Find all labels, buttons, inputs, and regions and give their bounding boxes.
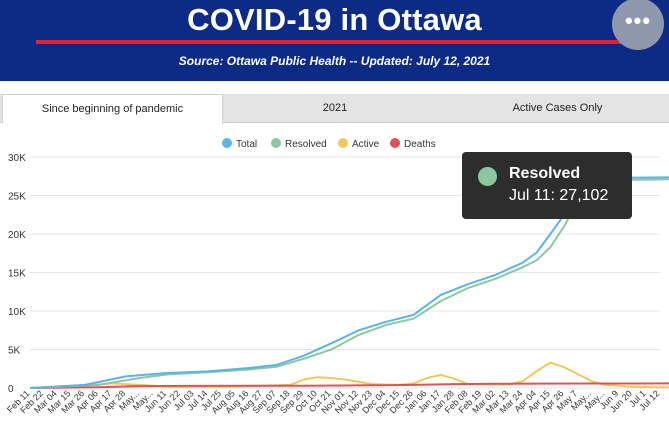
page-title: COVID-19 in Ottawa: [187, 2, 482, 37]
tooltip-series-dot: [478, 167, 497, 186]
chart-tooltip: Resolved Jul 11: 27,102: [462, 152, 632, 219]
more-options-button[interactable]: •••: [612, 0, 664, 50]
y-tick-label: 5K: [8, 346, 21, 357]
legend-label: Deaths: [404, 139, 436, 150]
more-dots-icon: •••: [624, 8, 652, 33]
tooltip-value: Jul 11: 27,102: [509, 187, 609, 204]
y-tick-label: 20K: [8, 230, 26, 241]
legend-marker: [338, 138, 348, 148]
y-tick-label: 15K: [8, 269, 26, 280]
title-underline: [36, 40, 630, 44]
source-subtitle: Source: Ottawa Public Health -- Updated:…: [178, 54, 491, 68]
y-tick-label: 10K: [8, 307, 26, 318]
tab-active-cases-only[interactable]: Active Cases Only: [512, 102, 603, 114]
dashboard-header: COVID-19 in Ottawa Source: Ottawa Public…: [0, 0, 669, 81]
legend-label: Total: [236, 139, 257, 150]
tab-2021[interactable]: 2021: [322, 102, 348, 114]
view-tabs: Since beginning of pandemic 2021 Active …: [0, 94, 669, 124]
y-tick-label: 30K: [8, 153, 26, 164]
legend-label: Resolved: [285, 139, 327, 150]
tooltip-series-name: Resolved: [509, 165, 581, 182]
tab-since-beginning[interactable]: Since beginning of pandemic: [2, 94, 223, 124]
y-tick-label: 25K: [8, 192, 26, 203]
series-line-deaths: [29, 382, 669, 389]
legend-marker: [222, 138, 232, 148]
legend-marker: [390, 138, 400, 148]
y-tick-label: 0: [8, 384, 14, 395]
legend-marker: [271, 138, 281, 148]
legend-label: Active: [352, 139, 380, 150]
